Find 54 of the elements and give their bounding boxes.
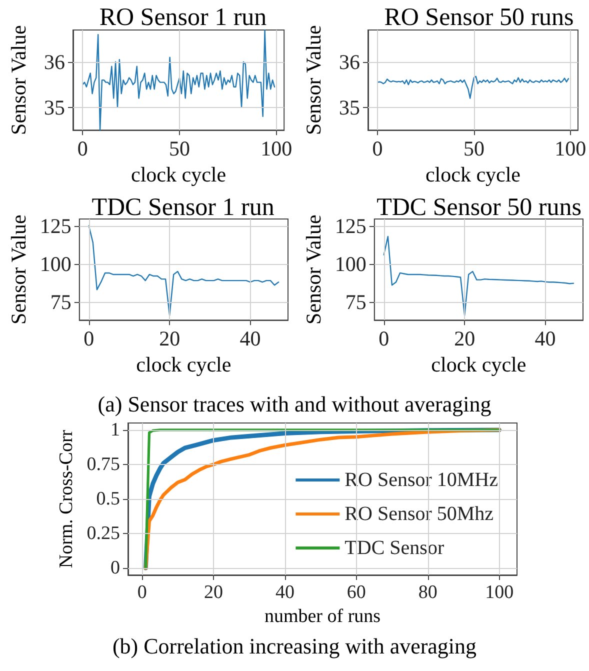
y-tick-label: 1 [110,419,120,440]
chart-title: RO Sensor 50 runs [384,4,574,31]
x-tick-label: 20 [159,326,180,351]
x-tick-label: 0 [378,326,390,351]
x-tick-label: 0 [372,136,383,161]
x-tick-label: 50 [463,136,484,161]
y-tick-label: 125 [40,214,72,238]
y-tick-label: 75 [50,290,72,314]
line-series [82,29,276,131]
x-tick-label: 0 [137,582,147,603]
x-tick-label: 40 [534,326,556,351]
legend-label: TDC Sensor [344,537,444,559]
text: (a) Sensor traces with and without averaging [98,392,492,416]
line-series [88,225,280,316]
y-axis-title: Sensor Value [302,25,326,135]
x-tick-label: 20 [204,582,224,603]
y-tick-label: 100 [334,252,366,276]
legend-label: RO Sensor 10MHz [344,469,498,491]
y-axis-title: Sensor Value [6,25,30,135]
x-tick-label: 50 [169,136,190,161]
line-series [376,76,570,99]
x-tick-label: 100 [260,136,292,161]
y-tick-label: 125 [334,214,366,238]
text: (b) Correlation increasing with averaging [112,634,477,658]
y-tick-label: 0.75 [86,454,120,475]
x-axis-title: clock cycle [131,162,226,186]
x-axis-title: number of runs [264,606,381,627]
x-tick-label: 100 [485,582,514,603]
chart-title: RO Sensor 1 run [99,4,268,31]
y-tick-label: 36 [339,50,360,74]
x-tick-label: 60 [346,582,366,603]
y-tick-label: 100 [40,252,72,276]
y-tick-label: 35 [339,95,360,120]
chart-title: TDC Sensor 50 runs [376,194,582,221]
x-axis-title: clock cycle [136,352,232,376]
chart-title: TDC Sensor 1 run [92,194,275,221]
y-axis-title: Sensor Value [6,214,30,324]
y-axis-title: Norm. Cross-Corr [56,429,77,568]
y-tick-label: 75 [345,290,366,314]
x-tick-label: 40 [240,326,261,351]
y-axis-title: Sensor Value [302,214,326,324]
x-tick-label: 80 [418,582,438,603]
x-axis-title: clock cycle [431,352,526,376]
x-tick-label: 20 [454,326,476,351]
y-tick-label: 0.5 [96,488,120,510]
y-tick-label: 36 [44,50,65,74]
line-series [383,236,574,316]
x-tick-label: 40 [275,582,294,603]
x-axis-title: clock cycle [425,162,521,186]
legend-label: RO Sensor 50Mhz [344,503,494,525]
y-tick-label: 0.25 [86,523,120,544]
y-tick-label: 0 [110,558,120,579]
x-tick-label: 100 [554,136,586,161]
y-tick-label: 35 [44,95,65,120]
